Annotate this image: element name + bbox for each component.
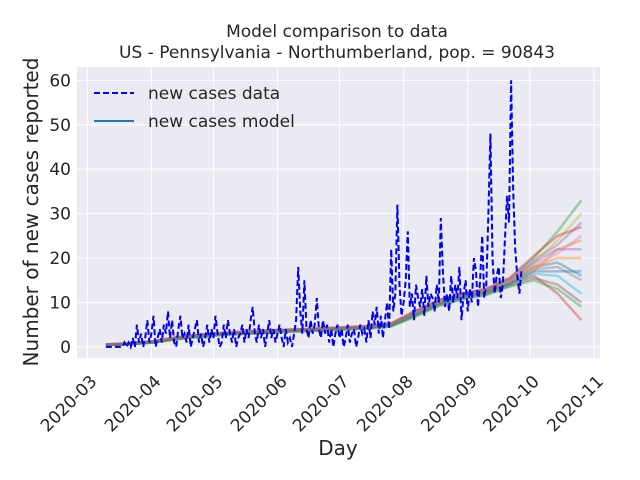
y-tick-label: 0 [60,338,71,358]
x-tick-label: 2020-09 [417,372,481,436]
x-axis-label: Day [318,436,358,460]
chart-title-line2: US - Pennsylvania - Northumberland, pop.… [119,43,555,63]
y-tick-label: 50 [49,116,71,136]
chart-title-line1: Model comparison to data [226,22,448,42]
y-tick-label: 60 [49,71,71,91]
model-line [105,247,582,346]
y-tick-label: 30 [49,205,71,225]
plot-area [77,67,600,358]
model-line [105,221,583,346]
legend-data-label: new cases data [148,84,280,104]
model-line [105,256,582,346]
x-tick-label: 2020-11 [543,372,607,436]
y-tick-label: 10 [49,293,71,313]
x-tick-label: 2020-10 [479,372,543,436]
legend: new cases data new cases model [94,84,295,132]
model-line [105,234,583,346]
y-tick-label: 20 [49,249,71,269]
x-tick-label: 2020-08 [353,372,417,436]
x-tick-label: 2020-03 [37,372,101,436]
y-axis-label: Number of new cases reported [19,58,43,367]
x-tick-label: 2020-04 [101,372,165,436]
legend-model-label: new cases model [148,112,295,132]
x-tick-label: 2020-06 [227,372,291,436]
model-line [105,212,583,346]
x-tick-label: 2020-07 [289,372,353,436]
new-cases-data-line [105,80,523,351]
x-tick-label: 2020-05 [163,372,227,436]
y-tick-label: 40 [49,160,71,180]
y-tick-labels: 0 10 20 30 40 50 60 [49,71,71,358]
